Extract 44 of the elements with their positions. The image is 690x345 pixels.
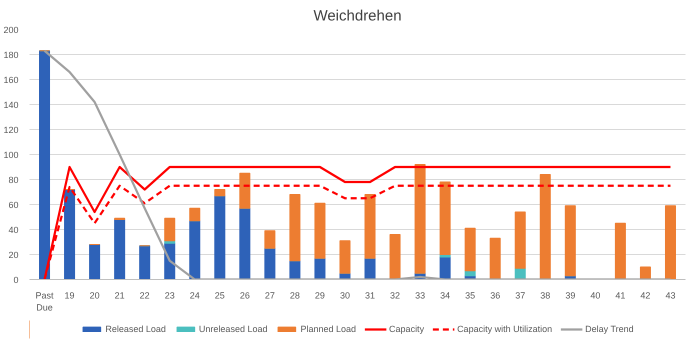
chart-title: Weichdrehen — [313, 8, 402, 24]
legend-label: Planned Load — [300, 324, 356, 334]
x-tick-label: 34 — [440, 290, 450, 300]
y-tick-label: 60 — [8, 200, 19, 210]
x-tick-label: 38 — [540, 290, 550, 300]
x-tick-label: 41 — [615, 290, 626, 300]
x-tick-label: 25 — [214, 290, 225, 300]
legend-label: Capacity — [389, 324, 424, 334]
x-tick-label: 35 — [465, 290, 476, 300]
x-tick-label: 21 — [114, 290, 125, 300]
y-tick-label: 80 — [8, 175, 19, 185]
y-tick-label: 100 — [3, 150, 19, 160]
x-tick-label: 19 — [64, 290, 75, 300]
y-tick-label: 20 — [8, 250, 19, 260]
x-tick-label: 26 — [240, 290, 250, 300]
x-tick-label: 24 — [190, 290, 200, 300]
legend-label: Released Load — [105, 324, 166, 334]
x-tick-label: 37 — [515, 290, 526, 300]
x-tick-label: 29 — [314, 290, 325, 300]
x-tick-label: 27 — [264, 290, 275, 300]
x-tick-label: 30 — [340, 290, 350, 300]
legend-label: Delay Trend — [585, 324, 634, 334]
x-tick-label: 23 — [164, 290, 175, 300]
x-tick-label: 43 — [665, 290, 676, 300]
x-tick-label: 20 — [90, 290, 100, 300]
x-tick-label: 22 — [140, 290, 150, 300]
x-tick-label: 39 — [565, 290, 576, 300]
x-tick-label: 32 — [390, 290, 400, 300]
y-tick-label: 120 — [3, 125, 19, 135]
x-tick-label: 31 — [365, 290, 376, 300]
y-tick-label: 160 — [3, 75, 19, 85]
x-tick-label: 40 — [590, 290, 600, 300]
legend-label: Capacity with Utilization — [457, 324, 552, 334]
y-tick-label: 40 — [8, 225, 19, 235]
y-tick-label: 180 — [3, 50, 19, 60]
y-tick-label: 140 — [3, 100, 19, 110]
y-tick-label: 200 — [3, 25, 19, 35]
x-tick-label: 28 — [290, 290, 300, 300]
legend-label: Unreleased Load — [198, 324, 268, 334]
x-tick-label: Past Due — [36, 290, 54, 312]
y-tick-label: 0 — [13, 275, 19, 285]
x-tick-label: 42 — [640, 290, 650, 300]
x-tick-label: 33 — [415, 290, 426, 300]
x-tick-label: 36 — [490, 290, 500, 300]
